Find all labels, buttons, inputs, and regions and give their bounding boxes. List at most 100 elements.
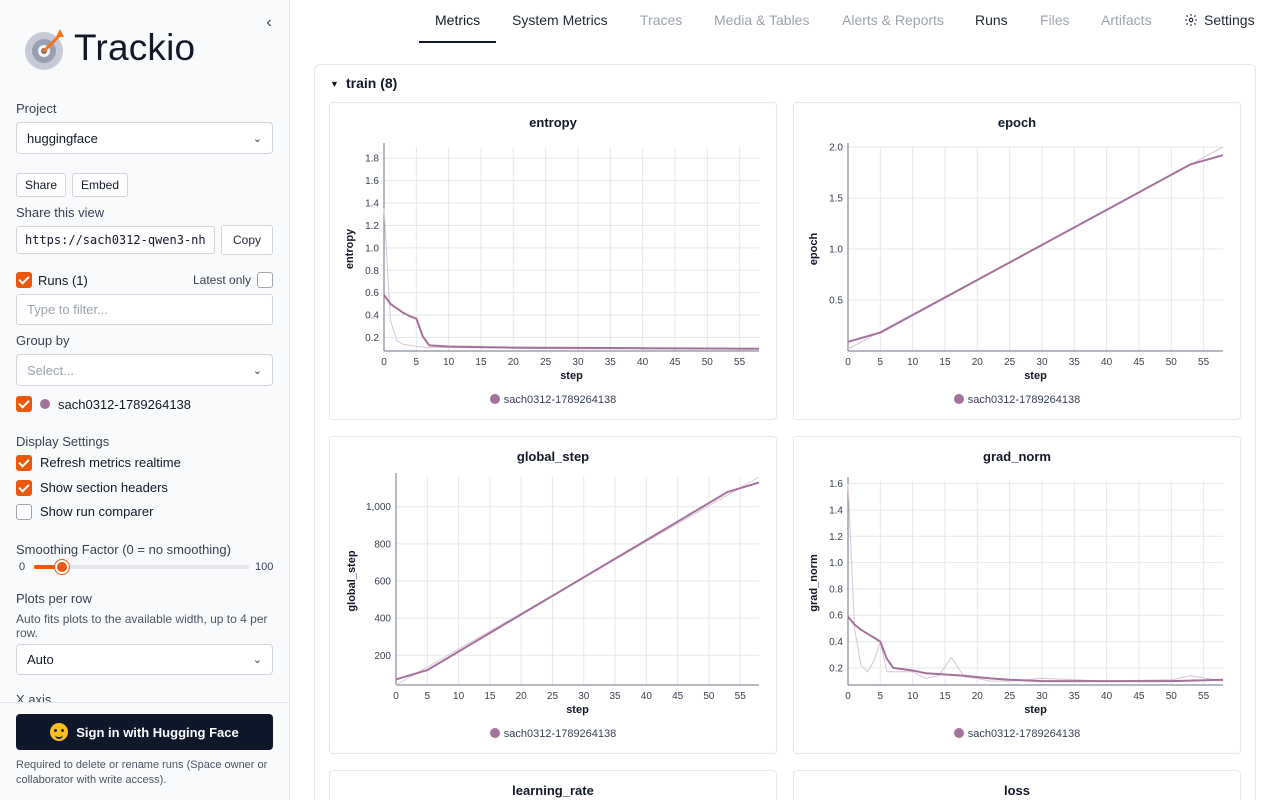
x-tick-label: 5 [425,691,431,702]
group-by-select[interactable]: Select... ⌄ [16,354,273,386]
y-tick-label: 1.2 [365,221,379,232]
tab-metrics[interactable]: Metrics [435,12,481,28]
smoothing-slider-thumb[interactable] [54,560,69,574]
x-tick-label: 35 [1069,691,1081,702]
y-tick-label: 1.8 [365,154,379,165]
tab-settings[interactable]: Settings [1184,12,1255,28]
entropy-chart[interactable]: 0 5 10 15 20 25 30 35 40 45 50 55 0.2 0.4 0.6 0.8 1.0 1.2… [330,103,778,421]
x-tick-label: 45 [1133,691,1145,702]
tab-alerts-reports[interactable]: Alerts & Reports [842,12,944,28]
plots-per-row-select[interactable]: Auto ⌄ [16,644,273,675]
y-axis-title: epoch [808,233,820,266]
chart-card-learning-rate: learning_rate [329,770,777,800]
x-axis-title: step [566,704,589,716]
x-tick-label: 55 [734,357,746,368]
x-tick-label: 35 [605,357,617,368]
run-filter-input[interactable]: Type to filter... [16,294,273,325]
refresh-realtime-checkbox[interactable] [16,455,32,471]
y-tick-label: 1.6 [829,479,843,490]
project-select[interactable]: huggingface ⌄ [16,122,273,154]
share-button[interactable]: Share [16,173,67,197]
section-headers-label: Show section headers [40,480,168,495]
raw-series-line [383,208,759,350]
gear-icon [1185,14,1197,26]
tab-system-metrics[interactable]: System Metrics [512,12,608,28]
tab-traces[interactable]: Traces [640,12,683,28]
legend-dot [489,728,500,738]
run-comparer-checkbox[interactable] [16,504,32,520]
smoothing-slider-fill [34,565,62,569]
runs-checkbox[interactable] [16,272,32,288]
y-tick-label: 1.2 [829,532,843,543]
epoch-chart[interactable]: 0 5 10 15 20 25 30 35 40 45 50 55 0.5 1.0 1.5 2.0 step ep… [794,103,1242,421]
y-tick-label: 0.5 [829,296,843,307]
share-url-field[interactable]: https://sach0312-qwen3-nh [16,226,215,254]
legend-label: sach0312-1789264138 [503,728,617,740]
collapse-sidebar-icon[interactable]: ‹ [266,14,272,31]
chart-title: grad_norm [983,449,1051,464]
y-tick-label: 0.2 [365,333,379,344]
trackio-logo: Trackio [24,26,195,72]
x-tick-label: 30 [1036,357,1048,368]
x-tick-label: 40 [1101,691,1113,702]
legend-dot [953,728,964,738]
smoothed-series-line [847,154,1224,343]
chart-card-grad-norm: grad_norm 0 5 10 15 20 25 30 35 40 45 50 55 0.2 0.4 0.… [793,436,1241,754]
x-axis-title: step [1024,704,1047,716]
x-tick-label: 30 [572,357,584,368]
x-tick-label: 25 [1004,691,1016,702]
project-value: huggingface [27,130,98,146]
y-tick-label: 1.4 [829,505,843,516]
chart-card-global-step: global_step 0 5 10 15 20 25 30 35 40 45 50 55 200 400… [329,436,777,754]
y-tick-label: 0.6 [829,611,843,622]
y-tick-label: 0.4 [365,311,379,322]
global-step-chart[interactable]: 0 5 10 15 20 25 30 35 40 45 50 55 200 400 600 800 1,000 s… [330,437,778,755]
grad-norm-chart[interactable]: 0 5 10 15 20 25 30 35 40 45 50 55 0.2 0.4 0.6 0.8 1.0 1.2… [794,437,1242,755]
group-by-label: Group by [16,333,70,348]
smoothing-label: Smoothing Factor (0 = no smoothing) [16,542,231,557]
x-tick-label: 5 [878,357,884,368]
x-tick-label: 50 [703,691,715,702]
run-checkbox[interactable] [16,396,32,412]
x-tick-label: 20 [516,691,528,702]
copy-button[interactable]: Copy [221,225,273,255]
x-tick-label: 40 [1101,357,1113,368]
tab-artifacts[interactable]: Artifacts [1101,12,1152,28]
x-tick-label: 50 [1166,691,1178,702]
x-tick-label: 10 [907,357,919,368]
x-tick-label: 5 [414,357,420,368]
refresh-realtime-label: Refresh metrics realtime [40,455,181,470]
chart-card-entropy: entropy 0 5 10 15 20 25 30 35 40 45 50 55 0.2 0.4 0.6 0… [329,102,777,420]
chart-card-epoch: epoch 0 5 10 15 20 25 30 35 40 45 50 55 0.5 1.0 1.5 2.0… [793,102,1241,420]
chart-title: loss [1003,783,1030,798]
section-headers-checkbox[interactable] [16,480,32,496]
y-tick-label: 2.0 [829,143,843,154]
x-tick-label: 15 [475,357,487,368]
tab-media-tables[interactable]: Media & Tables [714,12,810,28]
hugging-face-icon [50,723,69,741]
tab-files[interactable]: Files [1040,12,1070,28]
y-axis-title: global_step [346,550,358,611]
x-tick-label: 40 [637,357,649,368]
share-view-label: Share this view [16,205,105,220]
y-tick-label: 0.4 [829,637,843,648]
project-label: Project [16,101,57,116]
latest-only-checkbox[interactable] [257,272,273,288]
y-tick-label: 800 [374,539,391,550]
y-tick-label: 1.4 [365,199,379,210]
embed-button[interactable]: Embed [72,173,129,197]
x-tick-label: 25 [540,357,552,368]
legend-label: sach0312-1789264138 [967,728,1081,740]
legend-label: sach0312-1789264138 [967,394,1081,406]
collapse-section-icon[interactable]: ▼ [330,79,339,89]
signin-button[interactable]: Sign in with Hugging Face [16,714,273,750]
x-tick-label: 15 [484,691,496,702]
y-tick-label: 0.6 [365,288,379,299]
smoothing-slider-track[interactable] [34,565,249,569]
x-tick-label: 45 [672,691,684,702]
plots-per-row-help: Auto fits plots to the available width, … [16,612,268,640]
y-tick-label: 0.8 [365,266,379,277]
tab-runs[interactable]: Runs [975,12,1008,28]
section-title[interactable]: train (8) [346,75,398,91]
